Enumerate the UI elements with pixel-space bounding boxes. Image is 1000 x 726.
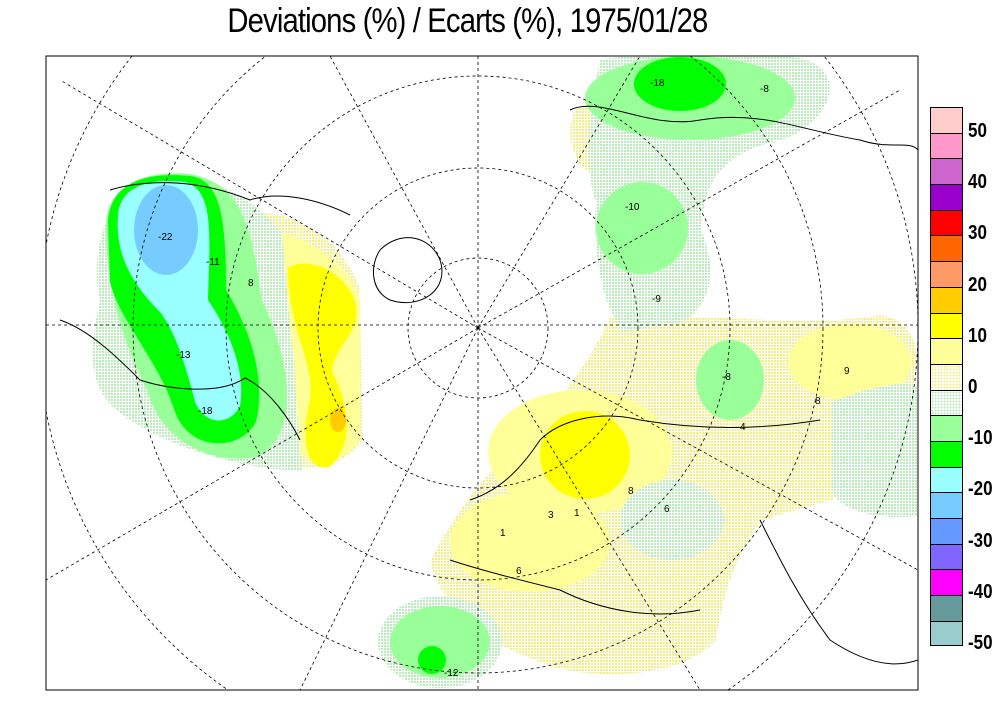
eurasia-anomaly (378, 56, 918, 688)
legend-label: -20 (968, 478, 993, 501)
legend-swatch (930, 492, 963, 518)
legend-swatch (930, 363, 963, 390)
contour-label: 9 (844, 366, 850, 377)
contour-label: 6 (516, 566, 522, 577)
contour-label: -12 (444, 668, 459, 679)
contour-label: -9 (652, 294, 661, 305)
coastlines (59, 105, 918, 665)
color-legend (930, 107, 963, 647)
legend-label: 40 (968, 171, 987, 194)
legend-swatch (930, 312, 963, 339)
legend-swatch (930, 338, 963, 364)
legend-swatch (930, 184, 963, 210)
map-frame (45, 55, 919, 691)
contour-label: 1 (500, 528, 506, 539)
legend-label: 0 (968, 376, 978, 398)
legend-swatch (930, 235, 963, 262)
legend-swatch (930, 518, 963, 544)
north-america-anomaly (92, 173, 362, 471)
legend-swatch (930, 595, 963, 621)
contour-label: 8 (815, 396, 821, 407)
contour-label: -18 (650, 78, 665, 89)
legend-label: 10 (968, 324, 987, 347)
contour-label: 4 (740, 422, 746, 433)
contour-label: -13 (176, 350, 191, 361)
contour-label: 6 (664, 504, 670, 515)
contour-label: -18 (198, 406, 213, 417)
contour-label: -22 (158, 232, 173, 243)
contour-label: 8 (248, 278, 254, 289)
legend-label: -50 (968, 632, 993, 654)
contour-label: -11 (206, 257, 220, 268)
legend-label: -30 (968, 529, 993, 552)
legend-swatch (930, 415, 963, 441)
legend-swatch (930, 389, 963, 416)
legend-swatch (930, 261, 963, 287)
legend-swatch (930, 466, 963, 493)
contour-labels: -22 -11 -13 -18 8 -18 -8 -10 -9 -8 9 8 4… (158, 78, 850, 679)
legend-swatch (930, 620, 963, 647)
graticule (46, 56, 918, 690)
map-title: Deviations (%) / Ecarts (%), 1975/01/28 (227, 2, 708, 40)
contour-label: -8 (760, 84, 769, 95)
contour-label: 1 (574, 508, 580, 519)
legend-swatch (930, 440, 963, 467)
legend-label: 50 (968, 120, 987, 142)
legend-swatch (930, 132, 963, 159)
legend-swatch (930, 158, 963, 185)
legend-swatch (930, 107, 963, 133)
legend-label: 30 (968, 222, 987, 245)
legend-swatch (930, 543, 963, 570)
contour-label: -10 (625, 202, 640, 213)
contour-label: 8 (628, 486, 634, 497)
legend-swatch (930, 569, 963, 596)
legend-label: 20 (968, 273, 987, 296)
legend-swatch (930, 286, 963, 313)
legend-swatch (930, 209, 963, 236)
legend-label: -10 (968, 427, 993, 450)
legend-label: -40 (968, 580, 993, 603)
contour-label: -8 (722, 372, 731, 383)
contour-label: 3 (548, 510, 554, 521)
